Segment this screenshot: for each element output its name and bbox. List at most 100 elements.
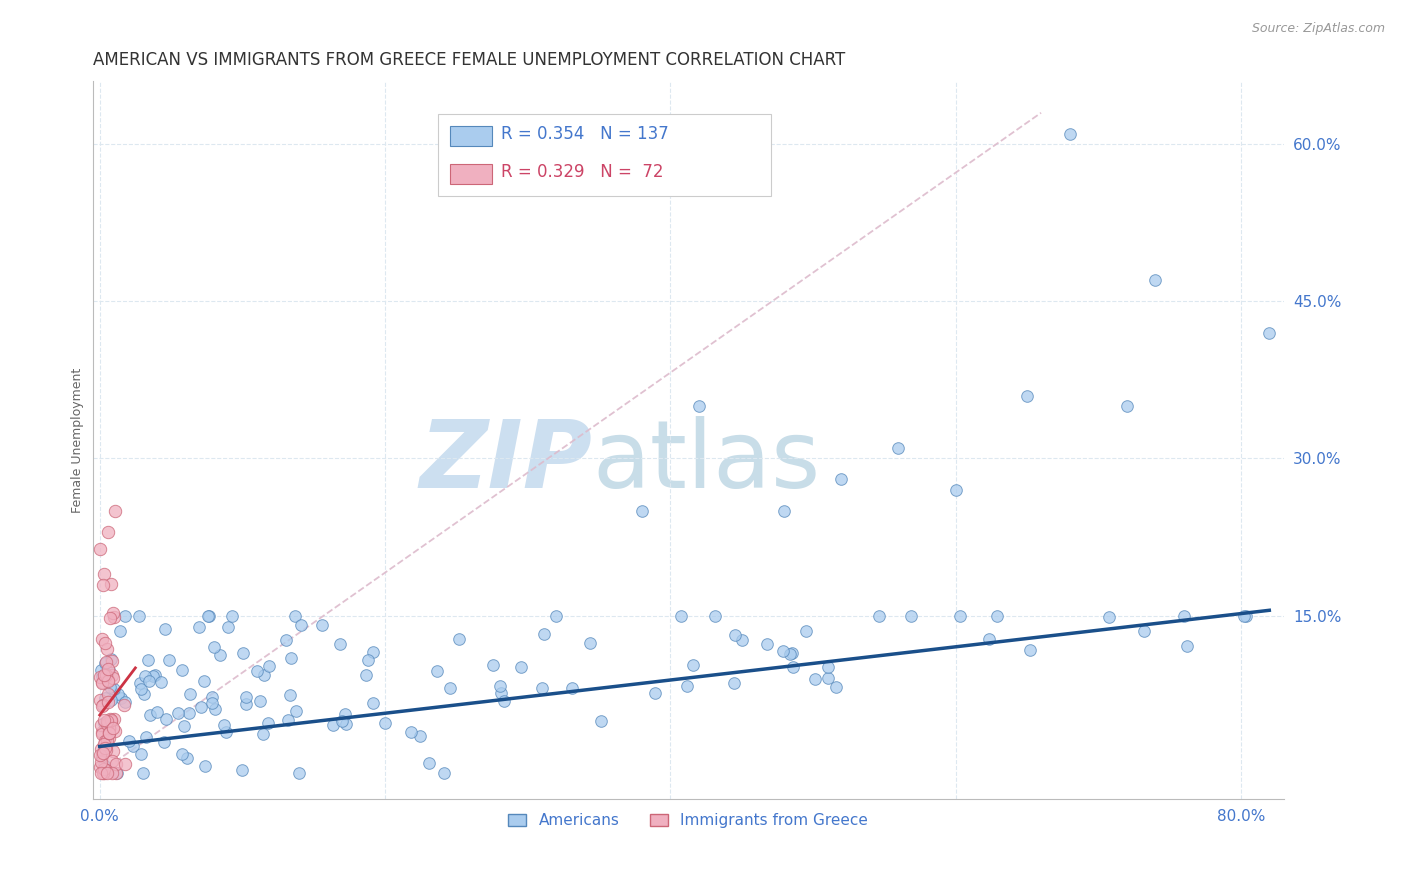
Point xyxy=(533,627,555,641)
Point xyxy=(118,734,141,748)
Point xyxy=(91,578,114,592)
Point xyxy=(426,664,449,678)
Point xyxy=(509,660,531,674)
Point xyxy=(100,713,122,727)
Point xyxy=(1059,127,1081,141)
Legend: Americans, Immigrants from Greece: Americans, Immigrants from Greece xyxy=(502,807,875,834)
Point xyxy=(91,676,114,690)
Point xyxy=(94,655,117,669)
Point xyxy=(101,606,124,620)
Point xyxy=(97,721,120,735)
Text: AMERICAN VS IMMIGRANTS FROM GREECE FEMALE UNEMPLOYMENT CORRELATION CHART: AMERICAN VS IMMIGRANTS FROM GREECE FEMAL… xyxy=(93,51,845,69)
Point xyxy=(101,654,124,668)
Point xyxy=(173,719,195,733)
Point xyxy=(89,692,111,706)
Point xyxy=(100,754,122,768)
Point xyxy=(93,765,115,780)
Point xyxy=(91,749,114,764)
Point xyxy=(803,672,825,686)
Point xyxy=(280,651,302,665)
Point xyxy=(361,645,384,659)
Point xyxy=(104,724,127,739)
Point xyxy=(794,624,817,639)
Point xyxy=(150,674,173,689)
Point xyxy=(1015,388,1038,402)
Point xyxy=(98,681,121,695)
Point xyxy=(579,636,602,650)
Point xyxy=(724,628,747,642)
Point xyxy=(145,705,167,719)
Point xyxy=(284,608,307,623)
Point xyxy=(418,756,440,770)
Point xyxy=(1234,608,1257,623)
Point xyxy=(235,698,257,712)
Point xyxy=(489,679,512,693)
Point xyxy=(481,658,503,673)
Text: atlas: atlas xyxy=(593,416,821,508)
Point xyxy=(356,652,378,666)
Point xyxy=(817,671,839,685)
Point xyxy=(492,694,515,708)
Point xyxy=(97,524,120,539)
Point xyxy=(97,688,120,702)
Point xyxy=(830,472,852,486)
Point xyxy=(215,724,238,739)
Point xyxy=(91,632,114,646)
Point xyxy=(288,765,311,780)
Point xyxy=(221,609,243,624)
Point xyxy=(94,734,117,748)
Point xyxy=(259,658,281,673)
Point xyxy=(335,707,357,722)
Point xyxy=(94,636,117,650)
Point xyxy=(401,725,423,739)
FancyBboxPatch shape xyxy=(450,164,492,184)
Point xyxy=(193,674,215,689)
Point xyxy=(439,681,461,695)
Point xyxy=(136,653,159,667)
Point xyxy=(232,646,254,660)
Point xyxy=(546,608,568,623)
Point xyxy=(354,667,377,681)
Point xyxy=(977,632,1000,647)
Point xyxy=(153,622,176,636)
Point xyxy=(1233,608,1256,623)
Point xyxy=(142,669,165,683)
Point xyxy=(780,646,803,660)
Point xyxy=(900,608,922,623)
Point xyxy=(433,765,456,780)
Point xyxy=(98,721,121,735)
Point xyxy=(98,726,121,740)
Point xyxy=(252,727,274,741)
Point xyxy=(772,644,794,658)
Point xyxy=(589,714,612,728)
Point xyxy=(91,674,114,689)
Point xyxy=(98,713,121,727)
Point xyxy=(688,399,710,413)
Point xyxy=(90,725,112,739)
Point xyxy=(97,673,120,687)
Point xyxy=(1144,273,1167,287)
Point xyxy=(94,719,117,733)
Point xyxy=(143,668,166,682)
Point xyxy=(723,675,745,690)
Point xyxy=(703,608,725,623)
Point xyxy=(817,660,839,674)
Point xyxy=(91,698,114,713)
Point xyxy=(96,717,118,731)
FancyBboxPatch shape xyxy=(437,113,772,196)
Point xyxy=(231,763,253,777)
Point xyxy=(170,747,193,761)
Point xyxy=(197,608,219,623)
Point xyxy=(89,760,111,774)
Point xyxy=(170,663,193,677)
Point xyxy=(1098,610,1121,624)
Point xyxy=(94,668,117,682)
Point xyxy=(94,656,117,670)
Text: R = 0.329   N =  72: R = 0.329 N = 72 xyxy=(501,163,664,181)
Point xyxy=(97,726,120,740)
Point xyxy=(98,663,121,677)
Point xyxy=(90,742,112,756)
Point xyxy=(198,608,221,623)
Point xyxy=(779,647,801,661)
Point xyxy=(176,750,198,764)
